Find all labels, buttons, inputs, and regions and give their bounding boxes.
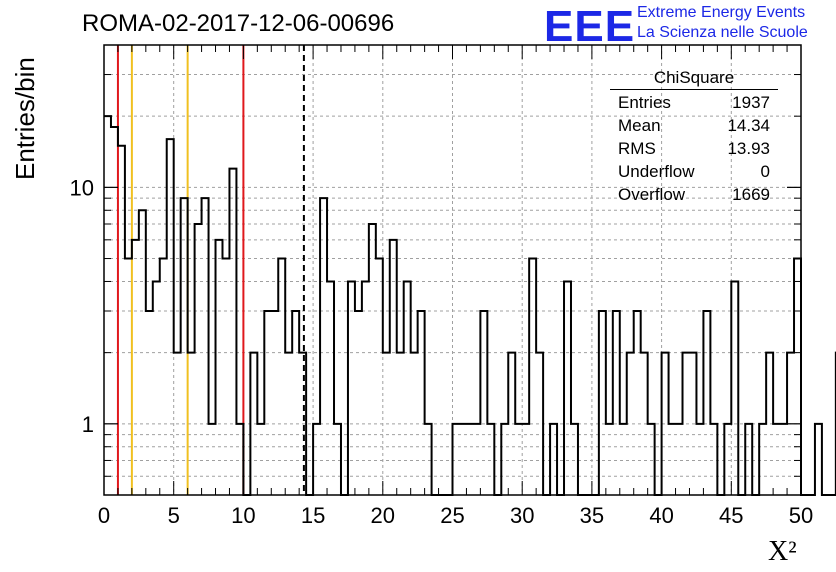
- stats-label: Entries: [618, 93, 671, 112]
- stats-value: 0: [760, 162, 770, 181]
- eee-logo: EEE: [544, 2, 636, 51]
- stats-row-entries: Entries 1937: [610, 91, 778, 114]
- stats-row-overflow: Overflow 1669: [610, 183, 778, 206]
- stats-label: Underflow: [618, 162, 695, 181]
- stats-label: Mean: [618, 116, 661, 135]
- stats-label: Overflow: [618, 185, 686, 204]
- stats-row-underflow: Underflow 0: [610, 160, 778, 183]
- x-tick-label: 25: [440, 503, 464, 528]
- stats-row-rms: RMS 13.93: [610, 137, 778, 160]
- x-tick-label: 45: [719, 503, 743, 528]
- stats-value: 1937: [732, 93, 770, 112]
- axis-ticks: [103, 45, 802, 495]
- stats-value: 1669: [732, 185, 770, 204]
- x-tick-label: 5: [168, 503, 180, 528]
- stats-label: RMS: [618, 139, 656, 158]
- x-tick-label: 0: [98, 503, 110, 528]
- x-tick-label: 20: [371, 503, 395, 528]
- y-tick-label: 10: [70, 175, 94, 200]
- logo-line-1: Extreme Energy Events: [637, 4, 806, 21]
- stats-value: 13.93: [727, 139, 770, 158]
- chart-title: ROMA-02-2017-12-06-00696: [82, 10, 395, 37]
- y-axis-label: Entries/bin: [10, 57, 40, 180]
- logo-line-2: La Scienza nelle Scuole: [637, 24, 808, 41]
- stats-row-mean: Mean 14.34: [610, 114, 778, 137]
- x-tick-label: 30: [510, 503, 534, 528]
- x-tick-label: 10: [231, 503, 255, 528]
- x-tick-label: 15: [301, 503, 325, 528]
- stats-title: ChiSquare: [610, 68, 778, 90]
- y-tick-label: 1: [82, 412, 94, 437]
- x-axis-label: X²: [768, 536, 797, 567]
- stats-value: 14.34: [727, 116, 770, 135]
- x-tick-label: 35: [580, 503, 604, 528]
- x-tick-label: 40: [649, 503, 673, 528]
- axis-tick-labels: 0 5 10 15 20 25 30 35 40 45 50 1 10: [70, 175, 814, 528]
- x-tick-label: 50: [789, 503, 813, 528]
- stats-box: ChiSquare Entries 1937 Mean 14.34 RMS 13…: [610, 68, 778, 206]
- reference-lines: [116, 45, 305, 495]
